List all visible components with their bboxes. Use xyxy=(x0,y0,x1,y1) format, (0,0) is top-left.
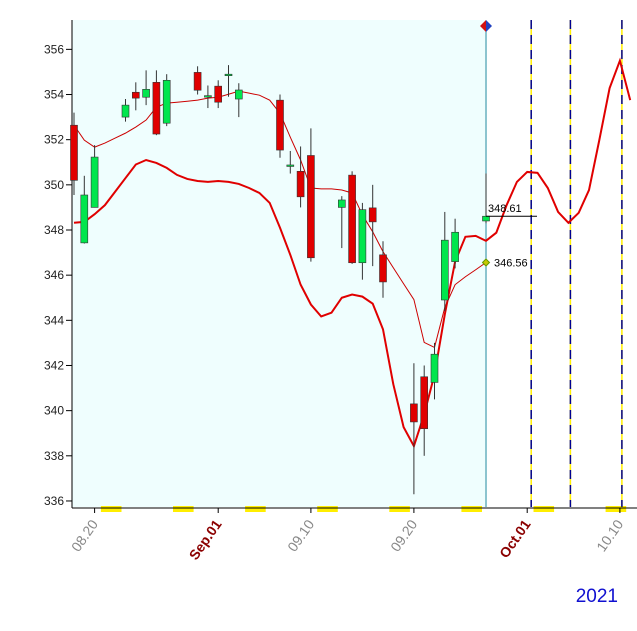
weekend-marker xyxy=(245,506,266,512)
current-marker xyxy=(480,20,486,32)
candle-body xyxy=(307,155,315,259)
candle-body xyxy=(276,99,284,151)
x-tick-label: Oct.01 xyxy=(496,516,534,560)
candle-body xyxy=(70,124,78,181)
candle-body xyxy=(420,376,429,430)
y-tick-label: 352 xyxy=(44,133,64,147)
weekend-marker xyxy=(605,506,627,512)
y-tick-label: 350 xyxy=(44,178,64,192)
year-label: 2021 xyxy=(576,586,618,607)
candle-body xyxy=(235,89,243,100)
weekend-marker xyxy=(461,506,482,512)
y-tick-label: 346 xyxy=(44,268,64,282)
candle-body xyxy=(204,95,212,98)
candle-body xyxy=(430,353,439,383)
weekend-marker xyxy=(100,506,122,512)
candle-body xyxy=(379,254,387,283)
candle-body xyxy=(358,209,367,264)
y-tick-label: 338 xyxy=(44,449,64,463)
weekend-marker xyxy=(173,506,194,512)
candle-body xyxy=(224,73,233,76)
x-tick-label: 09.20 xyxy=(387,516,420,554)
candle-body xyxy=(348,174,356,264)
x-tick-label: Sep.01 xyxy=(186,516,225,562)
candle-body xyxy=(193,72,202,91)
end-marker xyxy=(481,258,491,267)
weekend-marker xyxy=(317,506,338,512)
y-tick-label: 342 xyxy=(44,358,64,372)
candle-body xyxy=(214,85,222,103)
line xyxy=(73,57,632,449)
candle-body xyxy=(121,104,130,118)
candle-body xyxy=(286,164,295,167)
candle-body xyxy=(132,91,140,99)
candle-body xyxy=(296,170,305,198)
weekend-marker xyxy=(533,506,555,512)
current-marker xyxy=(486,20,492,32)
y-tick-label: 344 xyxy=(44,313,64,327)
candle-body xyxy=(337,199,346,208)
x-tick-label: 09.10 xyxy=(284,516,317,554)
candle-body xyxy=(440,239,449,301)
candle-body xyxy=(162,79,171,124)
y-tick-label: 336 xyxy=(44,494,64,508)
y-tick-label: 348 xyxy=(44,223,64,237)
candle-body xyxy=(90,156,99,208)
candle-body xyxy=(368,207,377,223)
candle-body xyxy=(80,194,89,244)
candle-body xyxy=(410,403,418,423)
price-label: 348.61 xyxy=(488,203,522,215)
y-tick-label: 340 xyxy=(44,404,64,418)
x-tick-label: 08.20 xyxy=(68,516,101,554)
y-tick-label: 354 xyxy=(44,88,64,102)
candle-body xyxy=(451,231,459,262)
candle-body xyxy=(482,215,490,222)
candle-body xyxy=(152,82,161,135)
x-tick-label: 10.10 xyxy=(593,516,626,554)
y-tick-label: 356 xyxy=(44,42,64,56)
weekend-marker xyxy=(389,506,410,512)
candle-body xyxy=(142,89,150,98)
end-label: 346.56 xyxy=(494,258,528,270)
